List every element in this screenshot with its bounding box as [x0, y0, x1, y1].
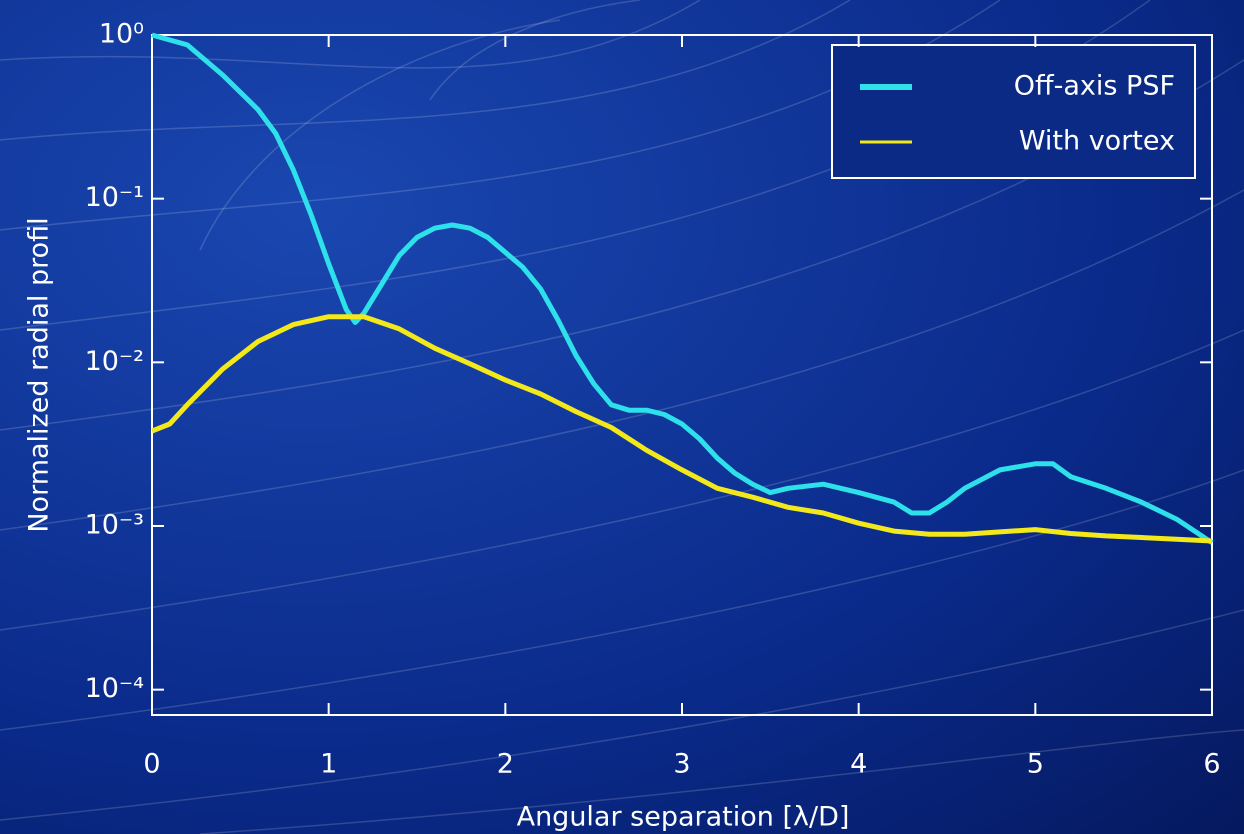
- x-tick-label: 3: [673, 749, 690, 780]
- x-tick-label: 6: [1203, 749, 1220, 780]
- series-line: [151, 32, 1214, 545]
- y-tick-label: 10⁻⁴: [85, 673, 144, 704]
- legend-label: Off-axis PSF: [1014, 71, 1175, 102]
- x-axis-label: Angular separation [λ/D]: [517, 802, 850, 833]
- x-tick-label: 2: [497, 749, 514, 780]
- legend-label: With vortex: [1019, 126, 1175, 157]
- legend-box: [831, 44, 1196, 179]
- series-line: [151, 314, 1213, 544]
- y-axis-label: Normalized radial profil: [24, 217, 55, 532]
- x-tick-label: 4: [850, 749, 867, 780]
- y-tick-label: 10⁻³: [85, 509, 144, 540]
- x-tick-label: 1: [320, 749, 337, 780]
- x-tick-label: 5: [1027, 749, 1044, 780]
- y-tick-label: 10⁻¹: [85, 182, 144, 213]
- y-tick-label: 10⁰: [99, 19, 144, 50]
- y-tick-label: 10⁻²: [85, 346, 144, 377]
- x-tick-label: 0: [143, 749, 160, 780]
